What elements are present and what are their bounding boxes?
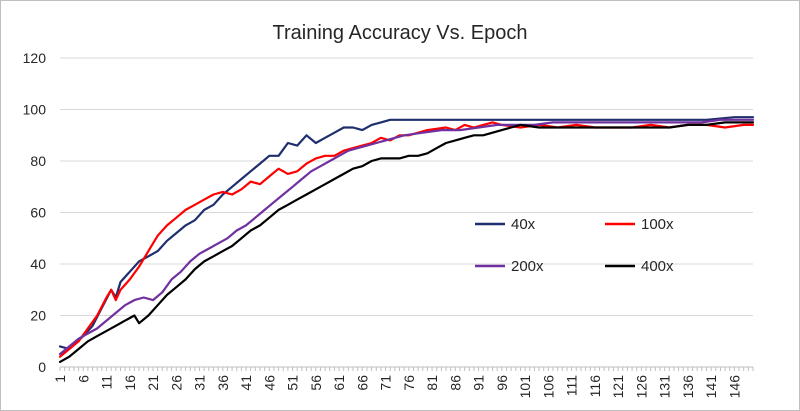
x-tick-label: 66 bbox=[354, 375, 370, 391]
x-tick-label: 51 bbox=[285, 375, 301, 391]
x-tick-label: 141 bbox=[703, 375, 719, 399]
series-line-400x bbox=[58, 121, 755, 363]
legend-label-40x: 40x bbox=[511, 216, 536, 233]
x-tick-label: 91 bbox=[471, 375, 487, 391]
y-tick-label: 60 bbox=[30, 205, 46, 221]
y-axis-tick-labels: 0 20 40 60 80 100 120 bbox=[23, 50, 47, 375]
x-tick-label: 31 bbox=[192, 375, 208, 391]
x-tick-label: 76 bbox=[401, 375, 417, 391]
x-tick-label: 56 bbox=[308, 375, 324, 391]
series-lines bbox=[58, 116, 755, 363]
x-tick-label: 21 bbox=[145, 375, 161, 391]
series-line-100x bbox=[58, 121, 755, 358]
chart-title: Training Accuracy Vs. Epoch bbox=[273, 22, 528, 44]
x-tick-label: 146 bbox=[726, 375, 742, 399]
x-tick-label: 81 bbox=[424, 375, 440, 391]
y-tick-label: 20 bbox=[30, 308, 46, 324]
x-tick-label: 101 bbox=[517, 375, 533, 399]
y-tick-label: 40 bbox=[30, 256, 46, 272]
x-tick-label: 86 bbox=[447, 375, 463, 391]
x-tick-label: 11 bbox=[99, 375, 115, 390]
x-tick-label: 61 bbox=[331, 375, 347, 391]
legend-label-400x: 400x bbox=[641, 258, 674, 275]
x-tick-label: 36 bbox=[215, 375, 231, 391]
x-tick-label: 46 bbox=[261, 375, 277, 391]
x-tick-label: 1 bbox=[52, 375, 68, 383]
series-line-40x bbox=[58, 116, 755, 351]
x-tick-label: 111 bbox=[564, 375, 580, 396]
y-tick-label: 100 bbox=[23, 102, 47, 118]
x-tick-label: 6 bbox=[75, 375, 91, 383]
y-tick-label: 80 bbox=[30, 153, 46, 169]
y-tick-label: 120 bbox=[23, 50, 47, 66]
x-axis-tick-labels: 1 6 11 16 21 26 31 36 41 46 51 56 61 66 71 76 81 86 91 96 10… bbox=[52, 375, 742, 399]
x-tick-label: 41 bbox=[238, 375, 254, 391]
x-tick-label: 16 bbox=[122, 375, 138, 391]
legend-label-100x: 100x bbox=[641, 216, 674, 233]
x-tick-label: 96 bbox=[494, 375, 510, 391]
gridlines bbox=[60, 57, 753, 316]
y-tick-label: 0 bbox=[38, 359, 46, 375]
x-tick-label: 116 bbox=[587, 375, 603, 398]
x-tick-label: 136 bbox=[680, 375, 696, 399]
x-tick-label: 71 bbox=[378, 375, 394, 391]
x-tick-label: 121 bbox=[610, 375, 626, 399]
legend-label-200x: 200x bbox=[511, 258, 544, 275]
x-tick-label: 131 bbox=[657, 375, 673, 399]
x-tick-label: 26 bbox=[168, 375, 184, 391]
x-tick-label: 106 bbox=[540, 375, 556, 399]
x-tick-label: 126 bbox=[633, 375, 649, 399]
legend: 40x 100x 200x 400x bbox=[475, 216, 674, 275]
series-line-200x bbox=[58, 118, 755, 356]
x-axis bbox=[59, 366, 754, 371]
